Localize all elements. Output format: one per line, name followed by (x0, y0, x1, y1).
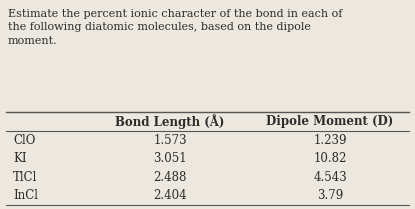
Text: 3.79: 3.79 (317, 189, 343, 202)
Text: Estimate the percent ionic character of the bond in each of: Estimate the percent ionic character of … (8, 9, 342, 19)
Text: 1.573: 1.573 (153, 134, 187, 147)
Text: 2.404: 2.404 (153, 189, 187, 202)
Text: ClO: ClO (13, 134, 35, 147)
Text: 2.488: 2.488 (153, 171, 187, 184)
Text: KI: KI (13, 152, 27, 165)
Text: 4.543: 4.543 (313, 171, 347, 184)
Text: Dipole Moment (D): Dipole Moment (D) (266, 115, 393, 128)
Text: the following diatomic molecules, based on the dipole: the following diatomic molecules, based … (8, 23, 311, 33)
Text: 10.82: 10.82 (313, 152, 347, 165)
Text: TlCl: TlCl (13, 171, 37, 184)
Text: 3.051: 3.051 (153, 152, 187, 165)
Text: Bond Length (Å): Bond Length (Å) (115, 114, 225, 129)
Text: 1.239: 1.239 (313, 134, 347, 147)
Text: InCl: InCl (13, 189, 38, 202)
Text: moment.: moment. (8, 36, 58, 46)
